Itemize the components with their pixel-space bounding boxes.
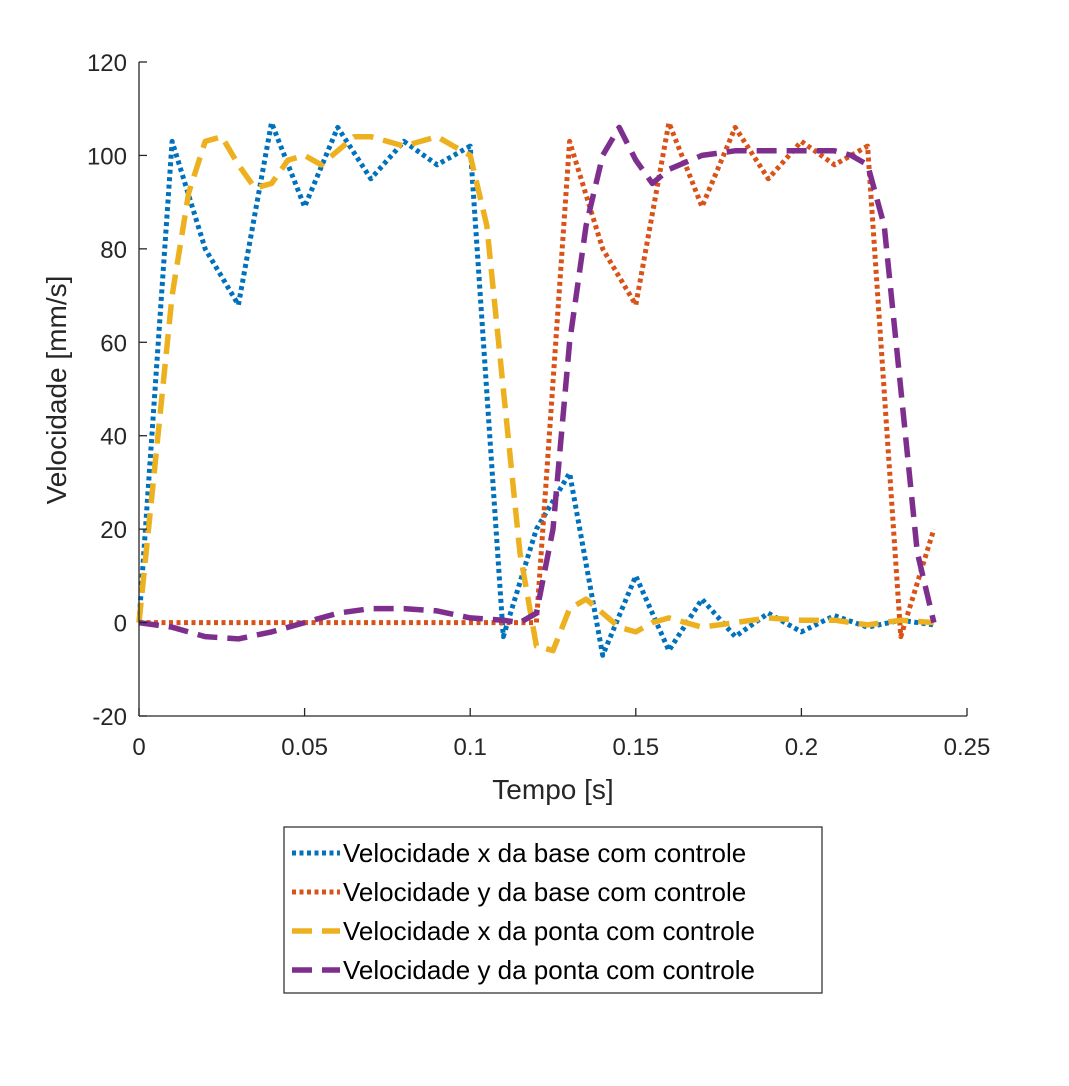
x-tick-label: 0 bbox=[132, 734, 145, 761]
x-tick-label: 0.05 bbox=[281, 734, 328, 761]
legend-label-2: Velocidade y da base com controle bbox=[343, 877, 746, 907]
legend-label-3: Velocidade x da ponta com controle bbox=[343, 916, 755, 946]
y-tick-label: 0 bbox=[114, 611, 127, 638]
y-tick-label: 20 bbox=[100, 517, 127, 544]
x-tick-label: 0.15 bbox=[612, 734, 659, 761]
x-axis-title: Tempo [s] bbox=[492, 774, 613, 805]
y-tick-label: -20 bbox=[92, 704, 127, 731]
legend-label-1: Velocidade x da base com controle bbox=[343, 838, 746, 868]
y-tick-label: 40 bbox=[100, 424, 127, 451]
series-line-3 bbox=[136, 133, 935, 654]
y-axis-title: Velocidade [mm/s] bbox=[41, 276, 72, 505]
y-tick-label: 60 bbox=[100, 330, 127, 357]
series-line-1 bbox=[136, 120, 935, 658]
legend-box bbox=[283, 826, 823, 994]
y-tick-label: 120 bbox=[87, 50, 127, 77]
legend: Velocidade x da base com controle Velocid… bbox=[283, 826, 823, 994]
y-tick-label: 100 bbox=[87, 143, 127, 170]
x-tick-label: 0.25 bbox=[944, 734, 991, 761]
x-tick-label: 0.1 bbox=[454, 734, 487, 761]
y-tick-label: 80 bbox=[100, 237, 127, 264]
x-tick-label: 0.2 bbox=[785, 734, 818, 761]
legend-label-4: Velocidade y da ponta com controle bbox=[343, 955, 755, 985]
series-line-4 bbox=[138, 124, 937, 642]
series-layer bbox=[136, 120, 937, 658]
